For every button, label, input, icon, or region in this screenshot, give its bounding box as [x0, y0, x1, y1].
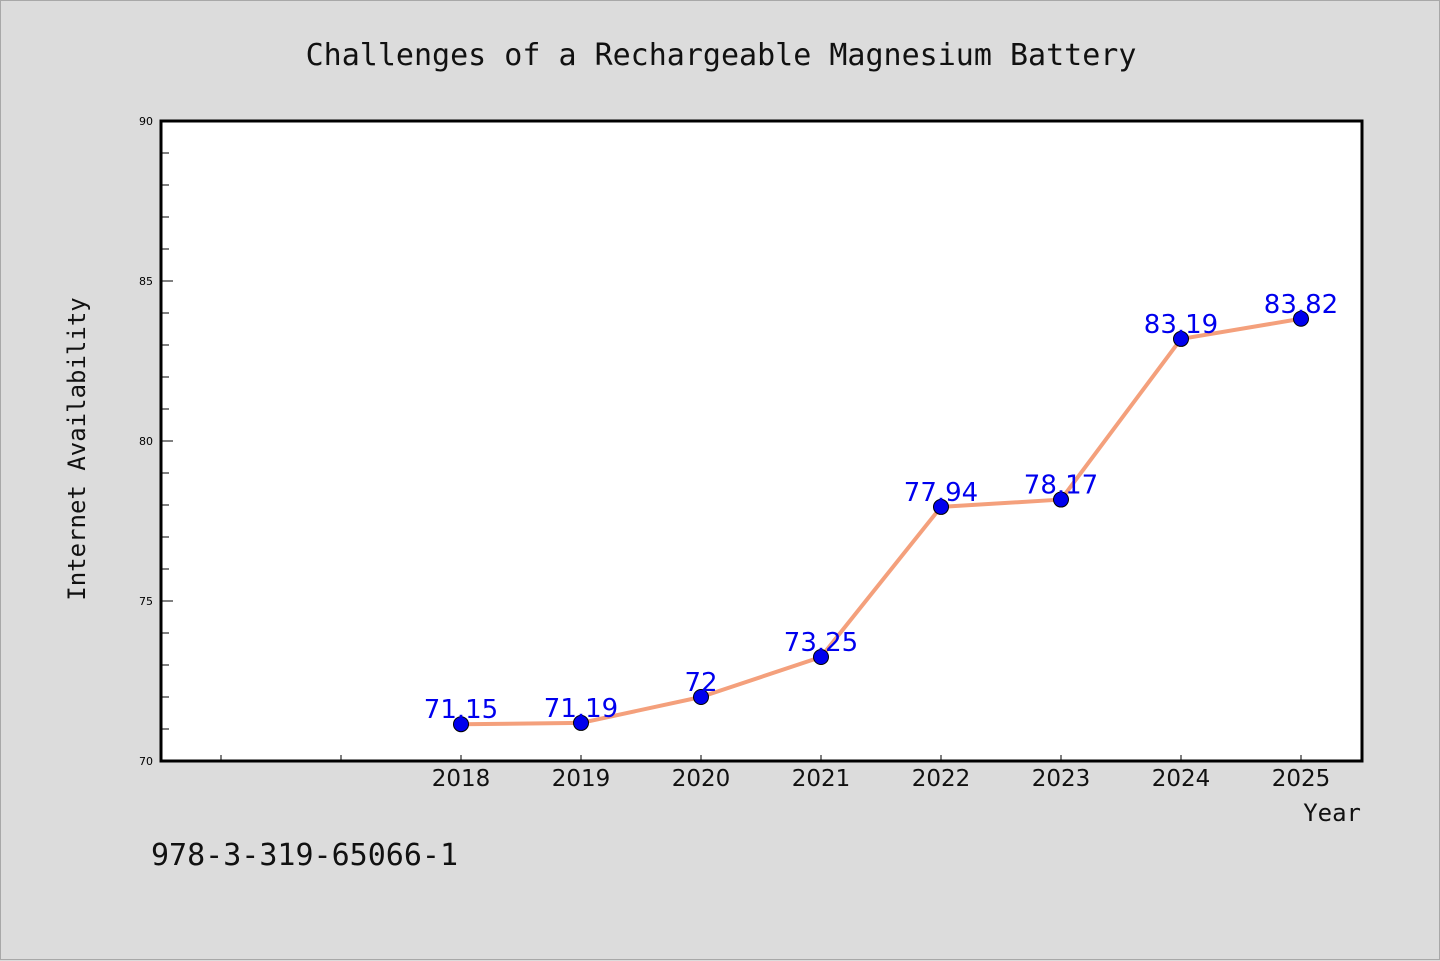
data-point — [693, 689, 709, 705]
x-tick-label: 2018 — [432, 766, 491, 792]
y-tick-label: 80 — [139, 435, 153, 448]
data-point — [933, 498, 949, 515]
data-label: 83.82 — [1264, 290, 1338, 320]
data-point — [573, 714, 589, 731]
plot-area — [159, 119, 1364, 763]
x-tick-label: 2022 — [912, 766, 971, 792]
data-point — [813, 649, 829, 665]
x-tick-label: 2020 — [672, 766, 731, 792]
data-label: 77.94 — [904, 478, 978, 508]
series-line — [459, 316, 1303, 727]
data-label: 73.25 — [784, 628, 858, 658]
data-point — [1293, 310, 1309, 327]
x-tick-label: 2019 — [552, 766, 611, 792]
chart-title: Challenges of a Rechargeable Magnesium B… — [306, 38, 1137, 73]
x-tick-label: 2021 — [792, 766, 851, 792]
x-axis-label: Year — [1303, 799, 1361, 827]
data-label: 78.17 — [1024, 471, 1098, 501]
y-tick-label: 85 — [139, 275, 153, 288]
x-tick-label: 2024 — [1152, 766, 1211, 792]
x-tick-label: 2023 — [1032, 766, 1091, 792]
y-tick-label: 90 — [139, 115, 153, 128]
y-tick-label: 75 — [139, 595, 153, 608]
y-tick-label: 70 — [139, 755, 153, 768]
x-tick-label: 2025 — [1272, 766, 1331, 792]
data-label: 71.19 — [544, 694, 618, 724]
data-point — [1053, 491, 1069, 508]
data-label: 83.19 — [1144, 310, 1218, 340]
data-point — [1173, 330, 1189, 347]
data-label: 72 — [684, 668, 717, 698]
series-layer: 71.15 71.19 72 73.25 77.94 78.17 83.19 83.82 — [424, 290, 1338, 733]
data-point — [453, 716, 469, 733]
data-label: 71.15 — [424, 695, 498, 725]
y-axis-label: Internet Availability — [63, 297, 91, 600]
y-axis: 70 75 80 85 90 — [139, 115, 173, 768]
x-axis: 2018 2019 2020 2021 2022 2023 2024 2025 — [220, 755, 1331, 792]
isbn-text: 978-3-319-65066-1 — [151, 838, 458, 873]
